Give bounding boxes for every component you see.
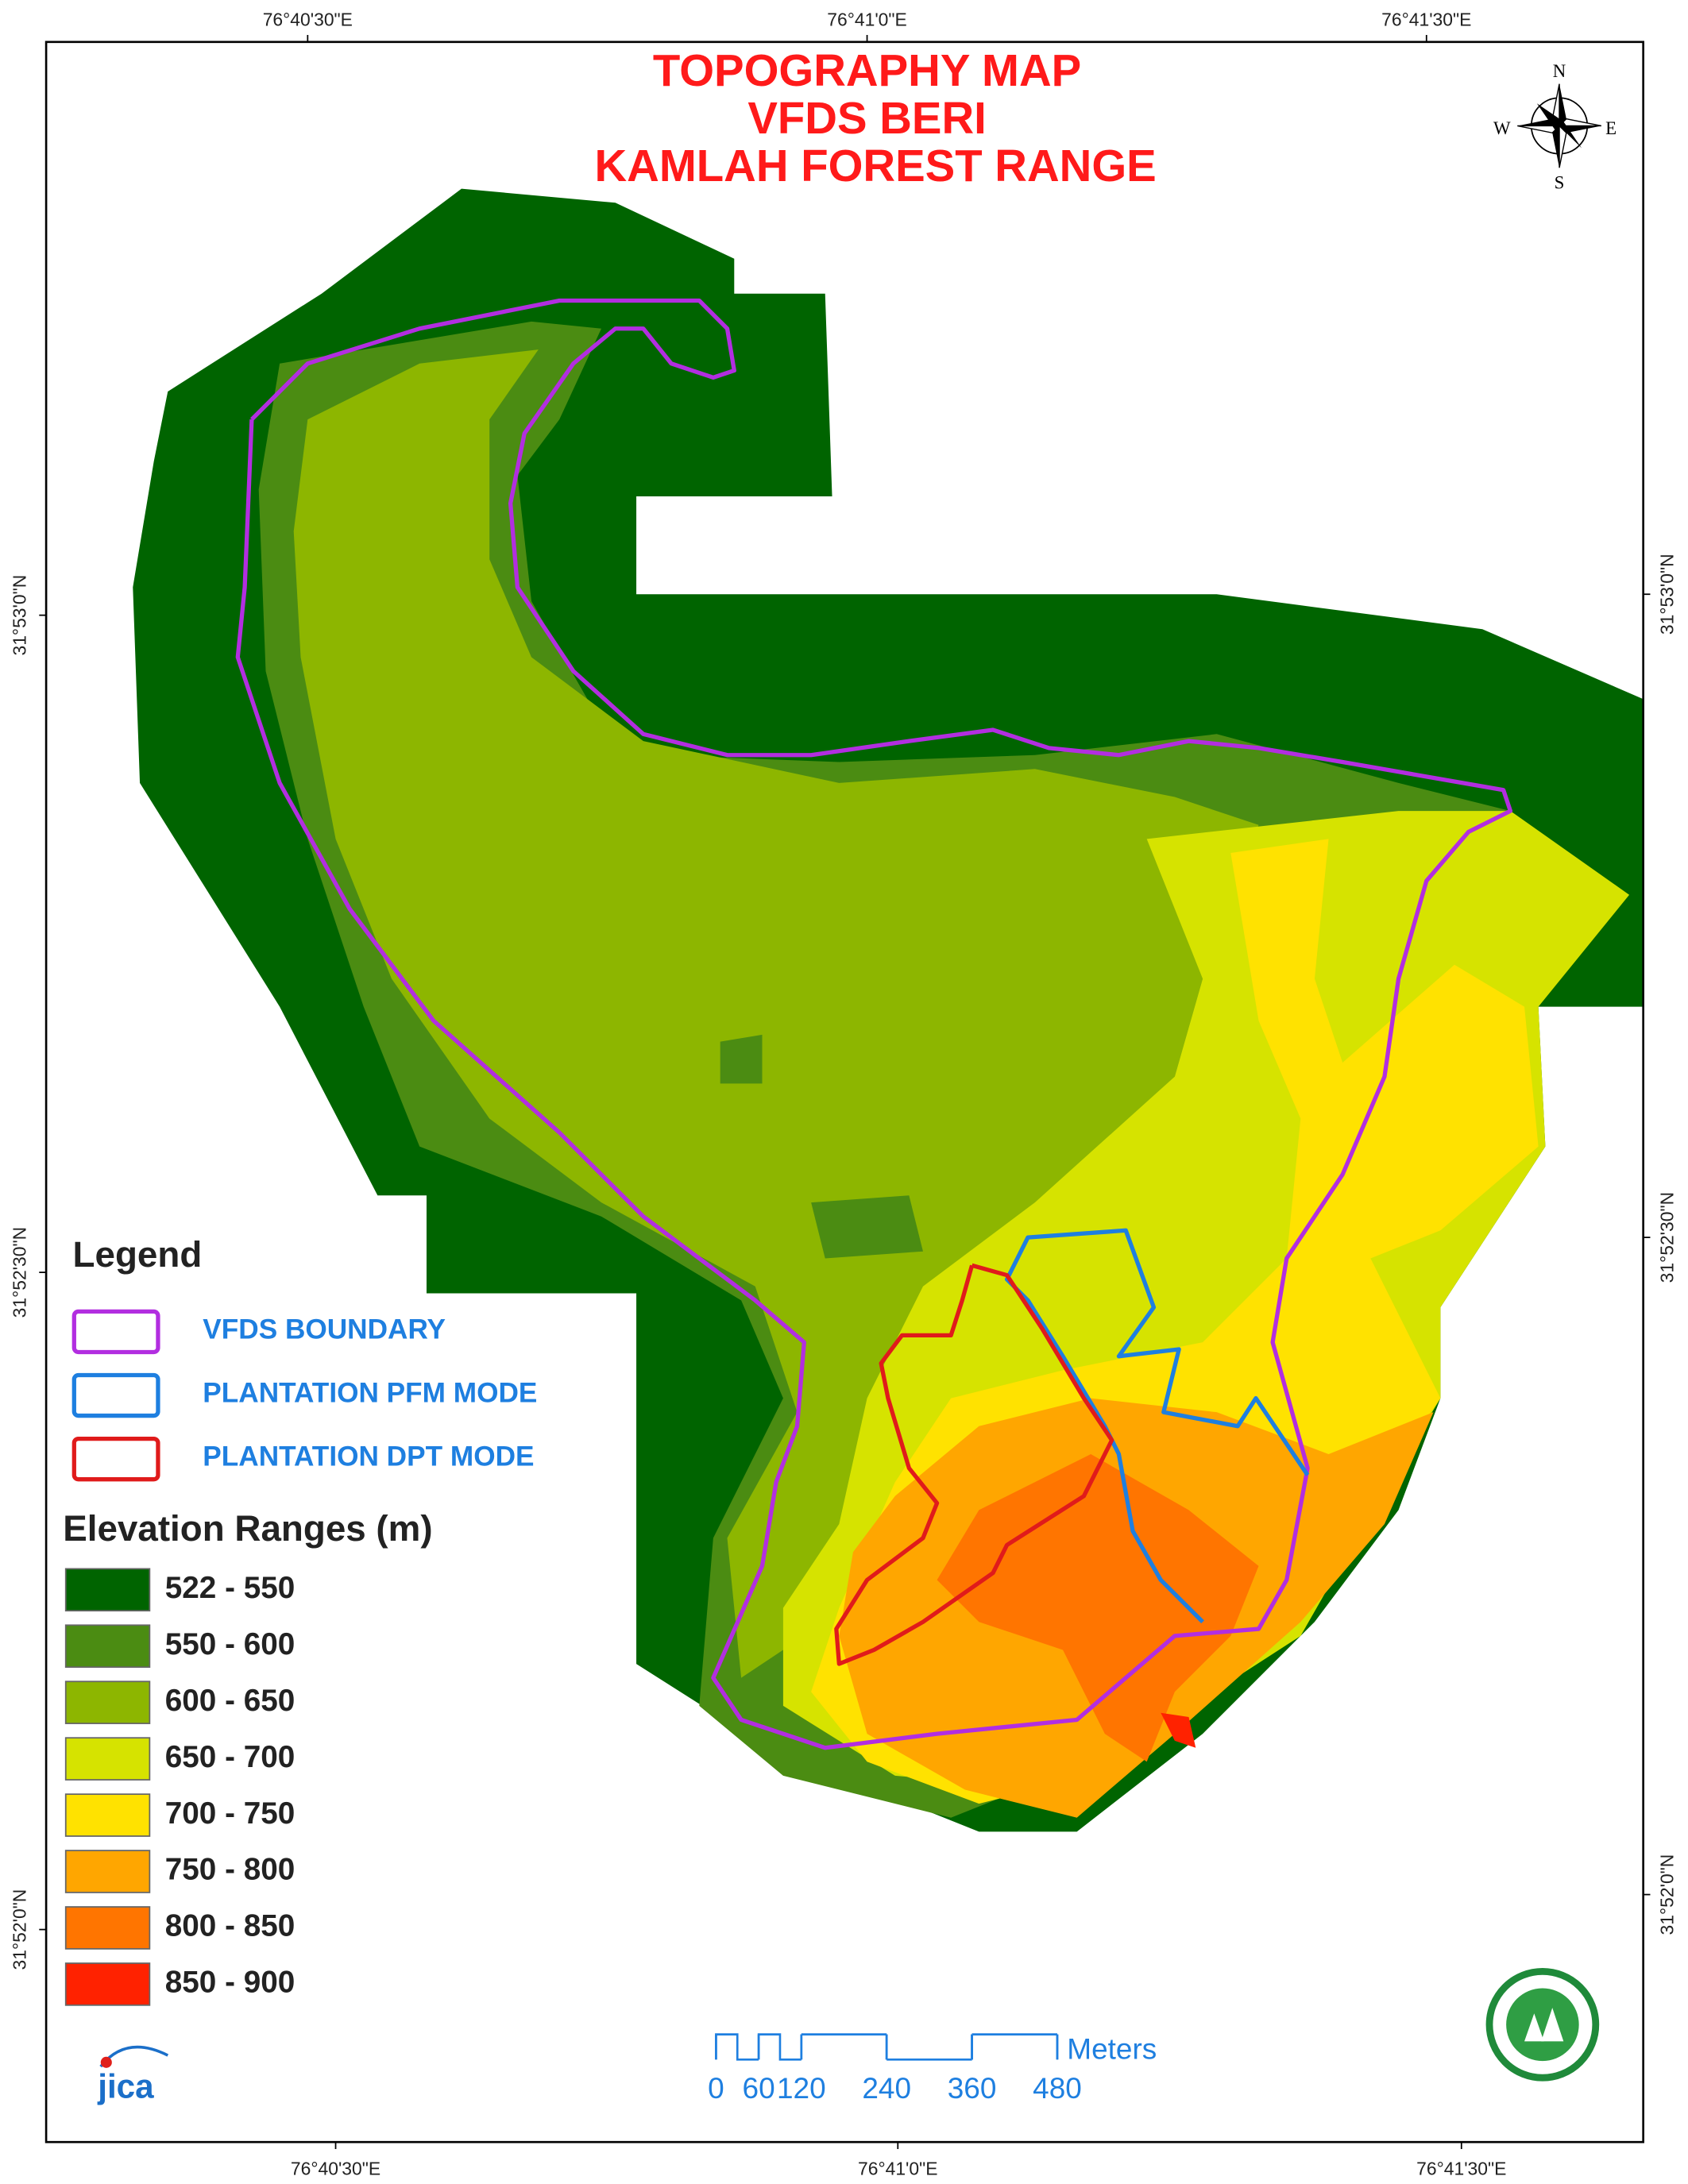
elevation-swatch xyxy=(64,1624,151,1669)
elevation-swatch xyxy=(64,1962,151,2006)
scale-label: 120 xyxy=(777,2072,826,2105)
logo-tree xyxy=(1524,2013,1544,2042)
coordinate-label: 76°40'30"E xyxy=(291,2158,380,2178)
elevation-label: 522 - 550 xyxy=(165,1571,295,1605)
legend-swatch xyxy=(71,1309,160,1355)
compass-rose: N E S W xyxy=(1493,61,1617,193)
elevation-zone xyxy=(293,349,1259,1678)
legend-label: PLANTATION PFM MODE xyxy=(203,1377,537,1408)
elevation-zone xyxy=(937,1453,1259,1762)
elevation-label: 600 - 650 xyxy=(165,1684,295,1718)
compass-letter: S xyxy=(1555,173,1565,193)
coordinate-label: 76°41'0"E xyxy=(858,2158,938,2178)
elevation-swatch xyxy=(64,1680,151,1724)
coordinate-label: 31°53'0"N xyxy=(9,575,29,656)
legend-title: Legend xyxy=(73,1234,203,1275)
elevation-label: 550 - 600 xyxy=(165,1627,295,1661)
coordinate-label: 31°52'30"N xyxy=(1656,1192,1677,1283)
compass-letter: W xyxy=(1493,118,1511,138)
title-line: KAMLAH FOREST RANGE xyxy=(595,141,1157,191)
title-line: TOPOGRAPHY MAP xyxy=(653,45,1081,95)
elevation-zone xyxy=(811,1195,923,1259)
coordinate-label: 31°53'0"N xyxy=(1656,554,1677,635)
compass-point xyxy=(1559,83,1566,126)
elevation-label: 800 - 850 xyxy=(165,1909,295,1943)
coordinate-label: 76°41'30"E xyxy=(1381,9,1471,29)
elevation-swatch xyxy=(64,1850,151,1893)
boundary-line xyxy=(235,298,1513,1750)
title-block: TOPOGRAPHY MAP VFDS BERI KAMLAH FOREST R… xyxy=(595,45,1157,191)
scale-label: 0 xyxy=(708,2072,724,2105)
legend-swatch xyxy=(71,1372,160,1418)
elevation-label: 850 - 900 xyxy=(165,1966,295,2000)
legend-label: PLANTATION DPT MODE xyxy=(203,1441,534,1472)
logo-dot xyxy=(100,2056,112,2068)
jica-logo: jica xyxy=(97,2045,169,2105)
elevation-swatch xyxy=(64,1568,151,1612)
scale-label: 240 xyxy=(862,2072,911,2105)
elevation-zone xyxy=(1161,1712,1196,1748)
elevation-swatch xyxy=(64,1737,151,1781)
elevation-title: Elevation Ranges (m) xyxy=(63,1508,432,1549)
scale-unit: Meters xyxy=(1067,2033,1157,2066)
compass-point xyxy=(1552,125,1560,168)
boundary-line xyxy=(1004,1228,1310,1624)
coordinate-label: 76°41'30"E xyxy=(1416,2158,1506,2178)
department-logo xyxy=(1485,1967,1600,2082)
coordinate-label: 31°52'0"N xyxy=(1656,1854,1677,1935)
coordinate-label: 76°40'30"E xyxy=(263,9,353,29)
logo-tree xyxy=(1541,2008,1564,2042)
boundaries xyxy=(235,298,1513,1750)
elevation-swatch xyxy=(64,1906,151,1950)
map-frame xyxy=(44,41,1644,2143)
coordinate-label: 31°52'0"N xyxy=(9,1889,29,1970)
legend-label: VFDS BOUNDARY xyxy=(203,1314,446,1345)
elevation-label: 700 - 750 xyxy=(165,1796,295,1831)
elevation-zone xyxy=(720,1034,763,1084)
elevation-label: 750 - 800 xyxy=(165,1853,295,1887)
logo-text: jica xyxy=(97,2067,154,2105)
scale-label: 360 xyxy=(948,2072,997,2105)
coordinate-label: 31°52'30"N xyxy=(9,1227,29,1318)
compass-letter: N xyxy=(1553,61,1566,81)
legend-swatch xyxy=(71,1436,160,1482)
boundary-line xyxy=(834,1263,1114,1666)
compass-letter: E xyxy=(1605,118,1617,138)
scale-label: 60 xyxy=(743,2072,775,2105)
elevation-swatch xyxy=(64,1793,151,1837)
coordinate-label: 76°41'0"E xyxy=(827,9,907,29)
elevation-zones xyxy=(133,188,1644,1832)
scale-label: 480 xyxy=(1033,2072,1082,2105)
title-line: VFDS BERI xyxy=(747,93,986,143)
elevation-label: 650 - 700 xyxy=(165,1740,295,1774)
logo-center xyxy=(1506,1988,1579,2062)
